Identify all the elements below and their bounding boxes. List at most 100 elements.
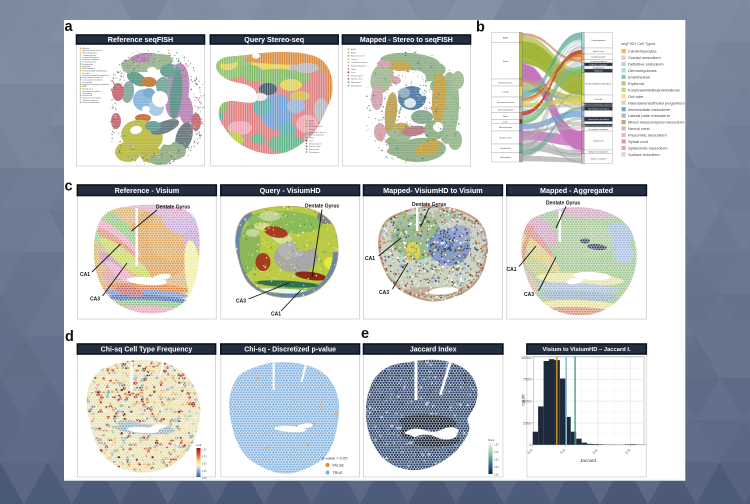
svg-text:Cardiomyocytes: Cardiomyocytes bbox=[83, 54, 97, 57]
svg-text:Liver: Liver bbox=[309, 139, 314, 142]
svg-text:Sclerotome: Sclerotome bbox=[83, 92, 93, 95]
svg-text:TRUE: TRUE bbox=[333, 471, 344, 475]
svg-text:Query - VisiumHD: Query - VisiumHD bbox=[260, 186, 321, 195]
svg-text:Erythroid: Erythroid bbox=[594, 70, 602, 73]
svg-text:Gut tube: Gut tube bbox=[83, 72, 90, 75]
svg-text:CA3: CA3 bbox=[524, 292, 534, 298]
svg-text:Sclerotome: Sclerotome bbox=[500, 156, 512, 159]
svg-text:Connective tissue: Connective tissue bbox=[497, 101, 515, 104]
svg-text:Chi-sq Cell Type Frequency: Chi-sq Cell Type Frequency bbox=[101, 347, 193, 354]
svg-text:Visium to VisiumHD – Jaccard I: Visium to VisiumHD – Jaccard I. bbox=[543, 347, 631, 353]
svg-text:Chi-sq - Discretized p-value: Chi-sq - Discretized p-value bbox=[244, 347, 336, 354]
svg-text:Cavity: Cavity bbox=[351, 58, 358, 61]
svg-text:Splanchnic mesoderm: Splanchnic mesoderm bbox=[628, 145, 668, 150]
svg-text:Splanchnic mesoderm: Splanchnic mesoderm bbox=[83, 97, 102, 100]
svg-text:Brain: Brain bbox=[309, 122, 315, 125]
svg-text:Mixed mesenchymal mesoderm: Mixed mesenchymal mesoderm bbox=[584, 125, 613, 127]
svg-text:Mixed mesenchymal mesoderm: Mixed mesenchymal mesoderm bbox=[83, 83, 110, 86]
svg-text:Cranial mesoderm: Cranial mesoderm bbox=[83, 56, 99, 59]
svg-text:Dentate Gyrus: Dentate Gyrus bbox=[412, 202, 446, 208]
svg-text:Reference seqFISH: Reference seqFISH bbox=[108, 35, 174, 44]
svg-text:Dermomyotome: Dermomyotome bbox=[498, 109, 514, 112]
svg-text:Lateral plate mesoderm: Lateral plate mesoderm bbox=[588, 118, 609, 121]
svg-text:Cardiomyocytes: Cardiomyocytes bbox=[628, 49, 657, 54]
svg-text:Presomitic mesoderm: Presomitic mesoderm bbox=[628, 133, 667, 138]
svg-text:Sclerotome: Sclerotome bbox=[351, 84, 362, 87]
svg-text:Intermediate mesoderm: Intermediate mesoderm bbox=[83, 76, 103, 79]
svg-text:Definitive endoderm: Definitive endoderm bbox=[628, 62, 664, 67]
svg-text:Lateral plate mesoderm: Lateral plate mesoderm bbox=[628, 113, 671, 118]
svg-text:Neural crest: Neural crest bbox=[309, 145, 321, 148]
svg-text:Spinal cord: Spinal cord bbox=[593, 140, 603, 142]
svg-text:Mesenchyme: Mesenchyme bbox=[351, 75, 364, 77]
svg-text:1.00: 1.00 bbox=[494, 445, 499, 447]
svg-text:CA3: CA3 bbox=[379, 290, 389, 296]
svg-text:Mixed mesenchymal mesoderm: Mixed mesenchymal mesoderm bbox=[628, 120, 685, 125]
svg-text:Branchial arch: Branchial arch bbox=[351, 55, 365, 58]
svg-text:CA1: CA1 bbox=[507, 267, 517, 273]
svg-text:a: a bbox=[65, 19, 74, 35]
svg-text:Presomitic mesoderm: Presomitic mesoderm bbox=[589, 128, 609, 131]
svg-text:10000: 10000 bbox=[521, 356, 532, 360]
svg-text:Notochord: Notochord bbox=[500, 147, 511, 150]
svg-text:Erythroid: Erythroid bbox=[83, 65, 91, 68]
svg-text:d: d bbox=[65, 329, 74, 345]
svg-text:CA3: CA3 bbox=[236, 299, 246, 305]
svg-text:Endothelium: Endothelium bbox=[83, 63, 94, 66]
svg-text:Connective tissue: Connective tissue bbox=[351, 61, 368, 64]
svg-text:Haematoendothelial progenitors: Haematoendothelial progenitors bbox=[584, 104, 612, 107]
svg-text:seqFISH Cell Types: seqFISH Cell Types bbox=[621, 41, 655, 46]
svg-text:Endothelium: Endothelium bbox=[628, 75, 651, 80]
svg-text:Branchial arch: Branchial arch bbox=[309, 125, 323, 128]
svg-text:Spinal cord: Spinal cord bbox=[628, 139, 648, 144]
svg-text:Gut tube: Gut tube bbox=[595, 98, 604, 101]
svg-text:Reference - Visium: Reference - Visium bbox=[115, 186, 180, 195]
svg-text:AGM: AGM bbox=[309, 120, 314, 123]
svg-text:Surface ectoderm: Surface ectoderm bbox=[591, 157, 607, 160]
svg-text:Anterior somitic tissues: Anterior somitic tissues bbox=[83, 49, 102, 52]
svg-text:0.50: 0.50 bbox=[202, 464, 207, 466]
svg-text:NMP: NMP bbox=[83, 86, 88, 88]
svg-text:0.3: 0.3 bbox=[559, 448, 566, 455]
svg-text:Venous endothelium: Venous endothelium bbox=[83, 101, 101, 104]
svg-text:Brain: Brain bbox=[351, 51, 357, 54]
svg-text:Mesenchyme: Mesenchyme bbox=[499, 127, 513, 129]
svg-text:Intermediate mesoderm: Intermediate mesoderm bbox=[588, 107, 609, 110]
svg-text:Dermomyotome: Dermomyotome bbox=[351, 65, 367, 68]
svg-text:Gut tube: Gut tube bbox=[628, 94, 644, 99]
svg-text:0.25: 0.25 bbox=[202, 471, 207, 473]
svg-text:Liver: Liver bbox=[351, 71, 356, 74]
svg-text:p-value > 0.05: p-value > 0.05 bbox=[322, 456, 348, 461]
svg-text:count: count bbox=[521, 394, 526, 406]
svg-text:Dermomyotome: Dermomyotome bbox=[83, 61, 96, 64]
svg-text:FALSE: FALSE bbox=[333, 464, 345, 468]
svg-text:7500: 7500 bbox=[523, 378, 531, 382]
svg-text:Mapped- VisiumHD to Visium: Mapped- VisiumHD to Visium bbox=[383, 186, 483, 195]
svg-text:0.6: 0.6 bbox=[592, 448, 599, 455]
svg-text:Haematoendothelial progenitors: Haematoendothelial progenitors bbox=[628, 100, 685, 105]
svg-text:Heart: Heart bbox=[503, 115, 509, 118]
svg-text:Presomitic mesoderm: Presomitic mesoderm bbox=[83, 90, 102, 93]
svg-text:Jaccard: Jaccard bbox=[580, 458, 597, 463]
svg-text:Heart: Heart bbox=[309, 137, 315, 140]
svg-text:Intermediate mesoderm: Intermediate mesoderm bbox=[628, 107, 671, 112]
svg-text:Mapped - Stereo to seqFISH: Mapped - Stereo to seqFISH bbox=[360, 37, 453, 44]
svg-text:CA1: CA1 bbox=[365, 256, 375, 262]
svg-text:0.0: 0.0 bbox=[527, 448, 534, 455]
svg-text:Dentate Gyrus: Dentate Gyrus bbox=[156, 205, 190, 211]
svg-text:CA1: CA1 bbox=[271, 312, 281, 318]
svg-text:Surface ectoderm: Surface ectoderm bbox=[628, 152, 660, 157]
svg-text:AGM: AGM bbox=[351, 48, 356, 51]
svg-text:Forebrain/Midbrain/Hindbrain: Forebrain/Midbrain/Hindbrain bbox=[628, 87, 680, 92]
svg-text:Mesenchyme: Mesenchyme bbox=[309, 143, 322, 145]
svg-text:Haematoendothelial progenitors: Haematoendothelial progenitors bbox=[83, 74, 110, 77]
svg-text:Neural crest: Neural crest bbox=[83, 88, 94, 91]
svg-text:Dermomyotome: Dermomyotome bbox=[309, 134, 325, 137]
svg-text:0.50: 0.50 bbox=[494, 460, 499, 462]
svg-text:Definitive endoderm: Definitive endoderm bbox=[83, 58, 100, 61]
svg-text:Erythroid: Erythroid bbox=[628, 81, 644, 86]
svg-text:Neural crest: Neural crest bbox=[593, 50, 604, 53]
svg-text:Branchial arch: Branchial arch bbox=[499, 81, 514, 84]
svg-text:Lateral plate mesoderm: Lateral plate mesoderm bbox=[83, 79, 103, 82]
svg-text:CA3: CA3 bbox=[90, 297, 100, 303]
